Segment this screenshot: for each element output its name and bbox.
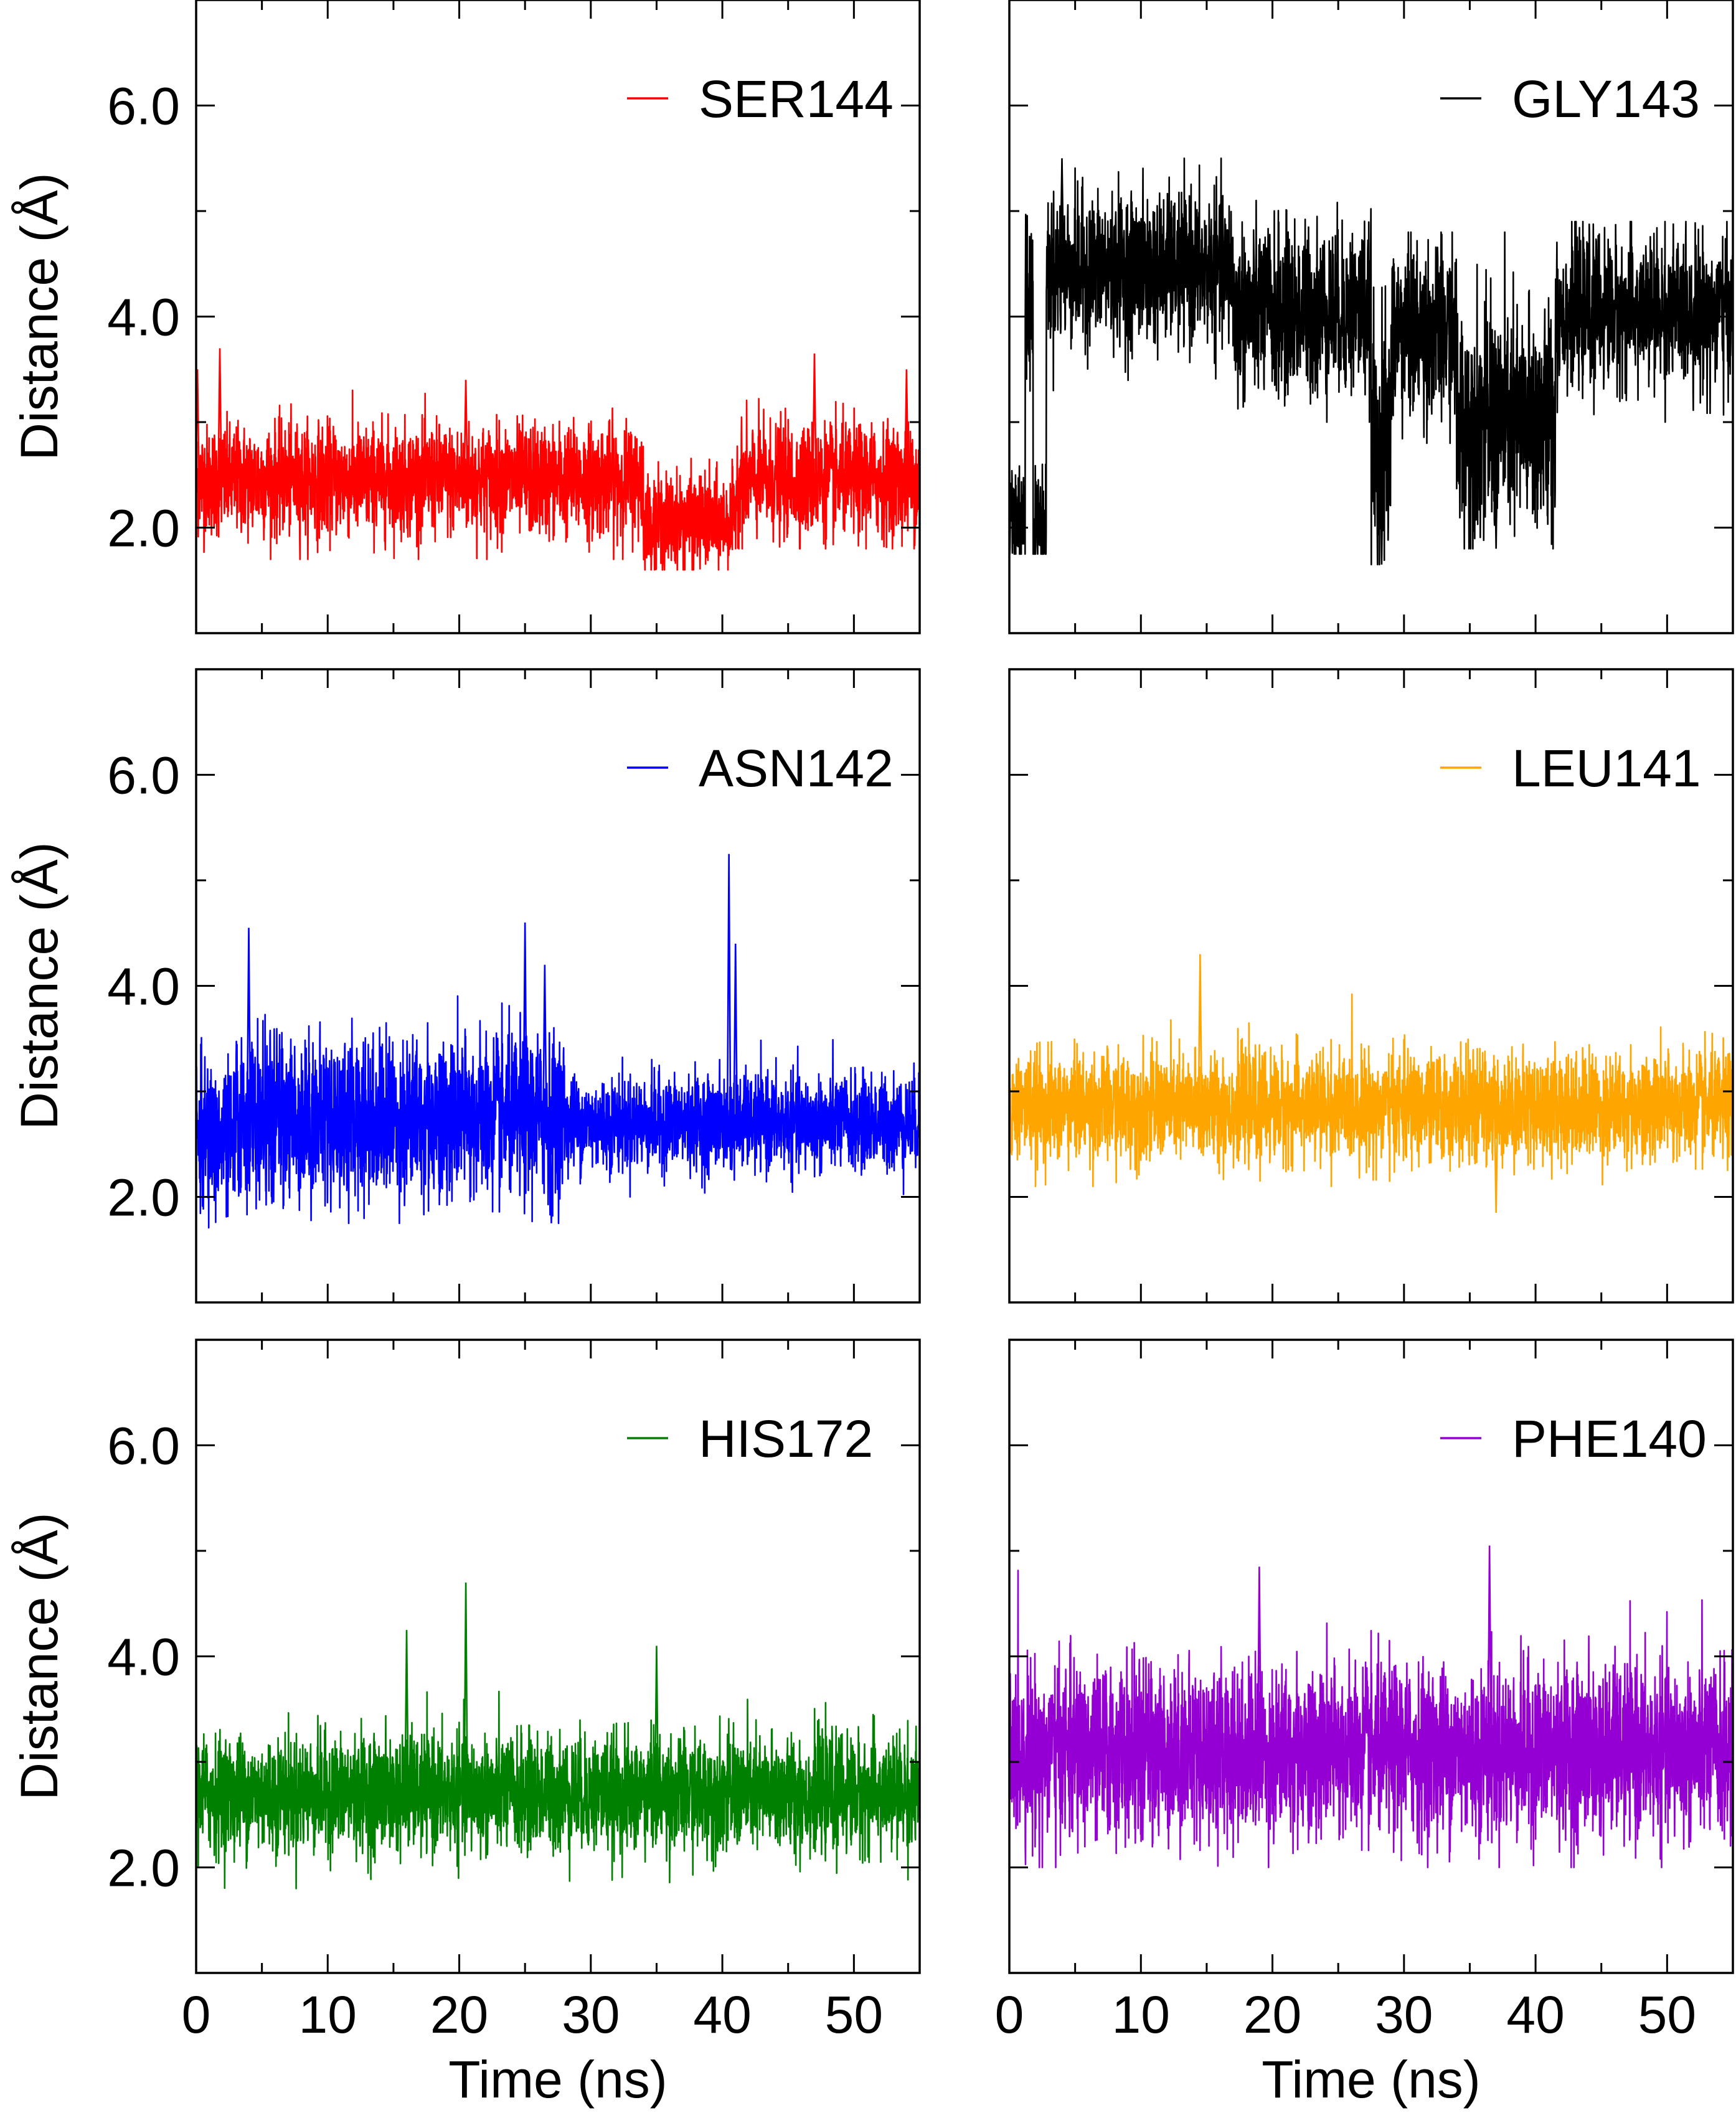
y-tick-label: 4.0 (107, 958, 180, 1016)
x-tick-label: 40 (1506, 1985, 1564, 2044)
series-spike (549, 1118, 554, 1223)
series-spike (726, 854, 732, 1123)
series-spike (404, 1630, 409, 1794)
chart-panel-bottom-left: HIS172 2.0 4.0 6.0 0 10 20 30 40 50 Time (ns) Dista… (10, 1339, 921, 2109)
y-tick-label: 2.0 (107, 499, 180, 558)
legend-label: ASN142 (699, 739, 894, 798)
x-tick-label: 10 (299, 1985, 357, 2044)
chart-panel-bottom-right: PHE140 0 10 20 30 40 50 Time (ns) (995, 1339, 1734, 2109)
x-tick-label: 20 (430, 1985, 488, 2044)
series-spike (463, 380, 468, 481)
x-tick-label: 20 (1243, 1985, 1301, 2044)
x-axis-title: Time (ns) (1262, 2050, 1481, 2109)
series-spike (246, 928, 252, 1118)
y-axis-title: Distance (Å) (10, 172, 68, 460)
series-spike (522, 922, 528, 1118)
series-line-SER144 (196, 389, 920, 571)
series-spike (904, 369, 909, 481)
series-spike (1379, 443, 1384, 565)
series-spike (217, 348, 222, 481)
x-tick-label: 30 (1375, 1985, 1433, 2044)
chart-panel-middle-right: LEU141 (1008, 668, 1734, 1304)
chart-panel-top-right: GLY143 (1008, 0, 1734, 634)
y-tick-label: 2.0 (107, 1169, 180, 1227)
series-spike (1197, 954, 1203, 1108)
series-spike (1487, 1545, 1492, 1752)
y-tick-label: 4.0 (107, 288, 180, 347)
series-spike (1493, 421, 1499, 549)
series-line-PHE140 (1009, 1570, 1733, 1868)
legend-label: GLY143 (1512, 70, 1700, 128)
y-tick-label: 2.0 (107, 1839, 180, 1898)
x-tick-label: 40 (693, 1985, 751, 2044)
series-line-LEU141 (1009, 993, 1733, 1187)
series-line-HIS172 (196, 1690, 920, 1890)
y-tick-label: 4.0 (107, 1628, 180, 1687)
y-tick-label: 6.0 (107, 1417, 180, 1476)
series-spike (1493, 1107, 1499, 1213)
legend-label: LEU141 (1512, 739, 1701, 798)
x-tick-label: 0 (182, 1985, 211, 2044)
series-spike (542, 964, 547, 1118)
x-tick-label: 50 (825, 1985, 883, 2044)
series-spike (733, 943, 738, 1123)
series-spike (812, 353, 817, 481)
series-spike (1257, 1566, 1262, 1752)
y-axis-title: Distance (Å) (10, 842, 68, 1129)
x-tick-label: 50 (1638, 1985, 1696, 2044)
y-tick-label: 6.0 (107, 746, 180, 805)
legend-label: HIS172 (699, 1410, 873, 1468)
y-axis-title: Distance (Å) (10, 1512, 68, 1800)
series-line-ASN142 (196, 995, 920, 1229)
x-tick-label: 10 (1112, 1985, 1170, 2044)
series-spike (463, 1582, 468, 1794)
series-spike (654, 1645, 659, 1794)
y-tick-label: 6.0 (107, 77, 180, 136)
series-spike (1059, 158, 1065, 270)
x-axis-title: Time (ns) (448, 2050, 668, 2109)
x-tick-label: 0 (995, 1985, 1024, 2044)
series-line-GLY143 (1009, 158, 1733, 566)
chart-panel-top-left: SER144 2.0 4.0 6.0 Distance (Å) (10, 0, 921, 634)
chart-panel-middle-left: ASN142 2.0 4.0 6.0 Distance (Å) (10, 668, 921, 1304)
x-tick-label: 30 (562, 1985, 620, 2044)
legend-label: SER144 (699, 70, 894, 128)
legend-label: PHE140 (1512, 1410, 1707, 1468)
